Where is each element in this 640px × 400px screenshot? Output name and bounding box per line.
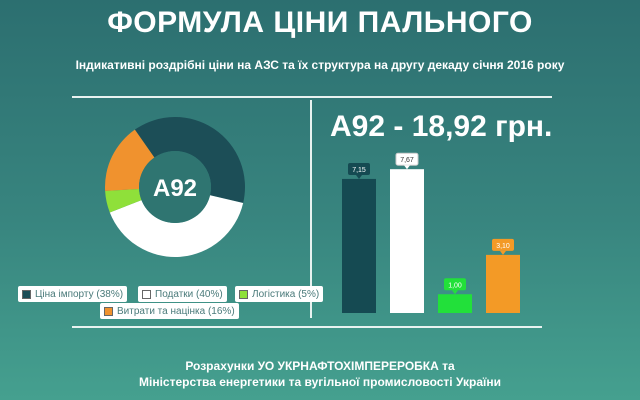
bar-value-label-taxes: 7,67: [400, 157, 414, 164]
legend-item-costs: Витрати та націнка (16%): [100, 303, 239, 319]
bar-value-label-costs: 3,10: [496, 243, 510, 250]
footer-line-1: Розрахунки УО УКРНАФТОХІМПЕРЕРОБКА та: [185, 359, 455, 373]
footer-credits: Розрахунки УО УКРНАФТОХІМПЕРЕРОБКА та Мі…: [0, 358, 640, 390]
bar-label-pointer-logistics: [452, 290, 458, 295]
top-divider: [72, 96, 552, 98]
legend-swatch-logistics: [239, 289, 248, 299]
donut-center-label: A92: [153, 175, 197, 202]
donut-hole: [139, 151, 211, 223]
bar-label-box-costs: [492, 238, 514, 251]
bar-label-pointer-taxes: [404, 165, 410, 170]
price-headline: A92 - 18,92 грн.: [330, 110, 553, 143]
bar-costs: [486, 254, 520, 313]
page-subtitle: Індикативні роздрібні ціни на АЗС та їх …: [75, 58, 565, 72]
bar-import: [342, 178, 376, 313]
legend-label-costs: Витрати та націнка (16%): [117, 305, 235, 317]
bar-logistics: [438, 294, 472, 313]
footer-line-2: Міністерства енергетики та вугільної про…: [138, 375, 501, 389]
bar-value-label-import: 7,15: [352, 167, 366, 174]
donut-slice-taxes: [109, 195, 244, 257]
donut-chart: A92: [105, 117, 245, 257]
bar-label-pointer-import: [356, 174, 362, 179]
donut-slice-import: [134, 117, 245, 203]
bar-taxes: [390, 169, 424, 313]
legend-label-taxes: Податки (40%): [155, 288, 223, 300]
legend-swatch-taxes: [142, 289, 151, 299]
bar-value-label-logistics: 1,00: [448, 282, 462, 289]
donut-slice-logistics: [105, 188, 142, 213]
donut-slice-costs: [105, 129, 155, 191]
bar-chart: 7,15 7,67 1,00 3,10: [342, 152, 520, 313]
legend-item-taxes: Податки (40%): [138, 286, 227, 302]
legend-label-import: Ціна імпорту (38%): [35, 288, 124, 300]
page-title: ФОРМУЛА ЦІНИ ПАЛЬНОГО: [107, 6, 533, 39]
legend-item-logistics: Логістика (5%): [235, 286, 324, 302]
bottom-divider: [72, 326, 542, 328]
legend-label-logistics: Логістика (5%): [252, 288, 320, 300]
legend-swatch-import: [22, 289, 31, 299]
legend-swatch-costs: [104, 306, 113, 316]
bar-label-pointer-costs: [500, 250, 506, 255]
bar-label-box-import: [348, 162, 370, 175]
bar-label-box-logistics: [444, 278, 466, 291]
legend-item-import: Ціна імпорту (38%): [18, 286, 128, 302]
vertical-divider: [310, 100, 312, 318]
